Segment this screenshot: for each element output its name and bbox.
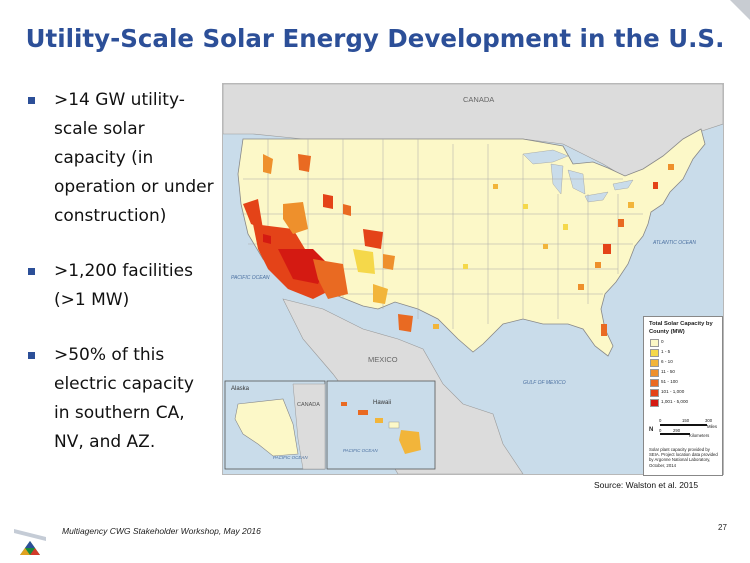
source-citation: Source: Walston et al. 2015	[594, 480, 699, 490]
bullet-text: >1,200 facilities (>1 MW)	[54, 261, 193, 310]
legend-attribution: Solar plant capacity provided by SEIA. P…	[649, 447, 718, 468]
hawaii-inset	[326, 380, 436, 470]
legend-swatch	[650, 389, 659, 397]
label-canada: CANADA	[463, 95, 494, 104]
state-borders	[241, 139, 643, 329]
corner-fold	[730, 0, 750, 20]
east-county-points	[433, 164, 674, 336]
label-inset-pacific-1: PACIFIC OCEAN	[273, 455, 308, 460]
label-hawaii: Hawaii	[373, 400, 391, 406]
scale-miles-unit: Miles	[707, 424, 718, 429]
bullet-text: >14 GW utility-scale solar capacity (in …	[54, 90, 214, 226]
legend-class-label: 51 - 100	[661, 379, 678, 384]
bullet-list: >14 GW utility-scale solar capacity (in …	[24, 86, 214, 457]
page-number: 27	[718, 523, 727, 532]
north-arrow-icon: N	[649, 427, 654, 433]
legend-swatch	[650, 379, 659, 387]
alaska-land	[234, 398, 299, 457]
legend-class-label: 1,001 - 5,000	[661, 399, 689, 404]
solar-capacity-map: CANADA MEXICO PACIFIC OCEAN ATLANTIC OCE…	[222, 83, 724, 475]
scale-km-unit: Kilometers	[689, 433, 710, 438]
label-inset-canada: CANADA	[297, 402, 320, 408]
label-pacific: PACIFIC OCEAN	[231, 275, 270, 281]
scale-mile-300: 300	[705, 418, 713, 423]
bullet-text: >50% of this electric capacity in southe…	[54, 345, 194, 452]
great-lakes	[522, 149, 634, 203]
footer-text: Multiagency CWG Stakeholder Workshop, Ma…	[62, 526, 261, 536]
scale-bar-miles	[660, 424, 707, 426]
legend-swatch	[650, 349, 659, 357]
bullet-item: >14 GW utility-scale solar capacity (in …	[24, 86, 214, 231]
legend-class-label: 11 - 50	[661, 369, 675, 374]
scale-km-290: 290	[673, 428, 681, 433]
inset-canada-land	[292, 383, 326, 470]
scale-mile-0: 0	[659, 418, 662, 423]
label-alaska: Alaska	[231, 386, 250, 392]
bullet-item: >1,200 facilities (>1 MW)	[24, 257, 214, 315]
county-capacity-fills	[243, 154, 413, 332]
scale-km-0: 0	[659, 428, 662, 433]
canada-land	[223, 84, 723, 180]
scale-mile-150: 150	[682, 418, 690, 423]
legend-title: Total Solar Capacity by County (MW)	[649, 321, 713, 335]
legend-class-label: 101 - 1,000	[661, 389, 685, 394]
label-mexico: MEXICO	[368, 355, 398, 364]
legend-class-label: 0	[661, 339, 664, 344]
bullet-square-icon	[28, 268, 35, 275]
legend-swatch	[650, 369, 659, 377]
bullet-square-icon	[28, 352, 35, 359]
scale-bar: 0 150 300 Miles N 0 290 Kilometers	[649, 418, 719, 444]
legend-swatch	[650, 399, 659, 407]
bullet-item: >50% of this electric capacity in southe…	[24, 341, 214, 457]
label-atlantic: ATLANTIC OCEAN	[652, 240, 696, 246]
legend-class-label: 1 - 5	[661, 349, 671, 354]
hawaii-islands	[341, 402, 421, 454]
label-gulf: GULF OF MEXICO	[523, 380, 566, 386]
bullet-square-icon	[28, 97, 35, 104]
slide-title: Utility-Scale Solar Energy Development i…	[25, 24, 725, 53]
map-legend: Total Solar Capacity by County (MW) 0 1 -…	[643, 316, 723, 476]
label-inset-pacific-2: PACIFIC OCEAN	[343, 448, 378, 453]
legend-swatch	[650, 359, 659, 367]
map-graphic: CANADA MEXICO PACIFIC OCEAN ATLANTIC OCE…	[223, 84, 723, 474]
legend-swatch	[650, 339, 659, 347]
scale-bar-km	[660, 433, 690, 435]
workshop-logo-icon	[14, 529, 46, 555]
legend-class-label: 6 - 10	[661, 359, 673, 364]
